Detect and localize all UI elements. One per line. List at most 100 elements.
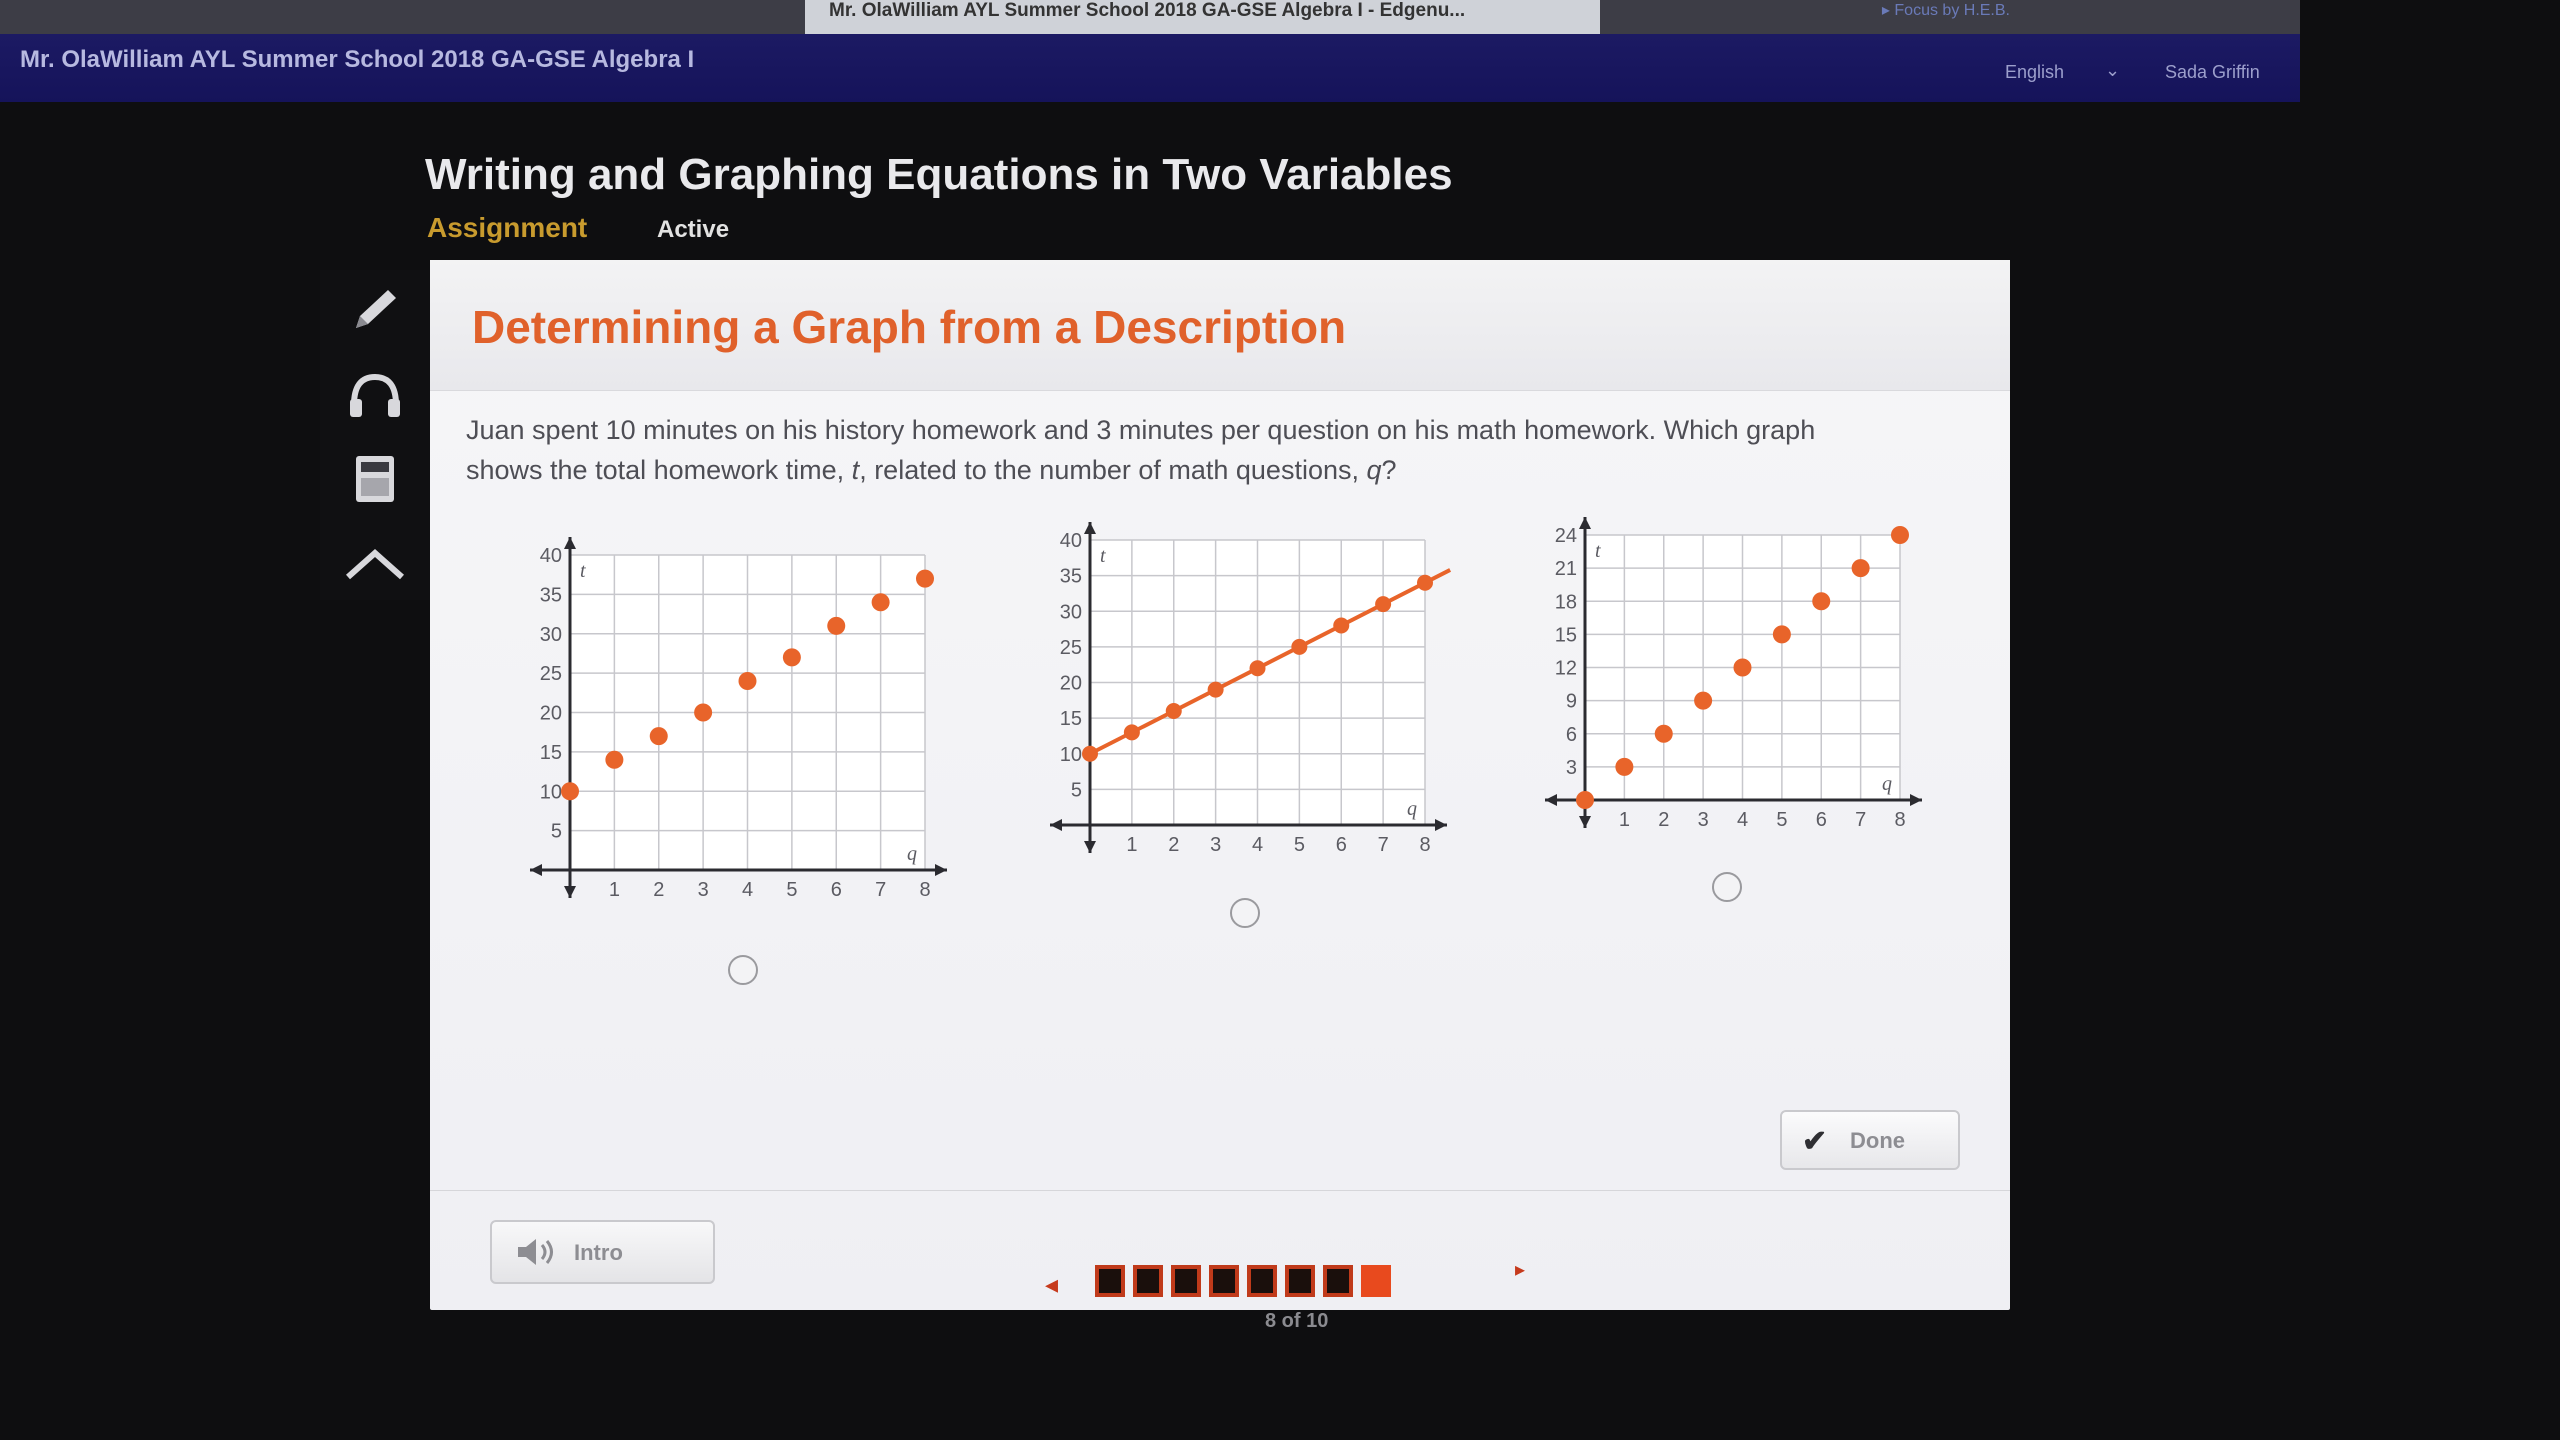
- data-point: [561, 782, 579, 801]
- x-tick-label: 1: [1619, 809, 1630, 831]
- collapse-icon[interactable]: [342, 535, 408, 595]
- status-label: Active: [657, 216, 730, 243]
- x-axis-label: q: [1407, 798, 1417, 820]
- y-tick-label: 40: [1060, 530, 1082, 552]
- pencil-icon[interactable]: [342, 280, 408, 340]
- y-axis-arrow: [1579, 517, 1591, 529]
- chevron-down-icon[interactable]: ⌄: [2105, 60, 2121, 80]
- data-point: [605, 750, 624, 769]
- pager-square[interactable]: [1323, 1265, 1353, 1297]
- data-point: [1249, 660, 1266, 677]
- variable-t: t: [851, 455, 860, 485]
- pager-square[interactable]: [1171, 1265, 1201, 1297]
- data-point: [1772, 625, 1791, 644]
- pager-square[interactable]: [1285, 1265, 1315, 1297]
- browser-tab[interactable]: Mr. OlaWilliam AYL Summer School 2018 GA…: [805, 0, 1600, 34]
- y-tick-label: 35: [1060, 566, 1082, 588]
- y-tick-label: 30: [540, 624, 562, 646]
- y-tick-label: 40: [540, 545, 562, 567]
- x-tick-label: 1: [609, 879, 620, 901]
- x-axis-arrow: [1050, 819, 1062, 831]
- x-tick-label: 3: [1698, 809, 1709, 831]
- user-name[interactable]: Sada Griffin: [2165, 62, 2260, 82]
- data-point: [1123, 724, 1140, 741]
- x-tick-label: 5: [786, 879, 797, 901]
- x-tick-label: 3: [698, 879, 709, 901]
- checkmark-icon: ✔: [1802, 1125, 1828, 1158]
- x-tick-label: 7: [1378, 834, 1389, 856]
- y-axis-arrow: [1579, 816, 1591, 828]
- headphones-icon[interactable]: [342, 365, 408, 425]
- x-axis-arrow: [935, 864, 947, 876]
- pager-square[interactable]: [1133, 1265, 1163, 1297]
- y-tick-label: 18: [1555, 591, 1577, 613]
- data-point: [1654, 724, 1673, 743]
- y-axis-arrow: [564, 537, 576, 549]
- question-text: Juan spent 10 minutes on his history hom…: [466, 410, 1946, 490]
- language-select[interactable]: English: [2005, 62, 2065, 82]
- activity-title: Determining a Graph from a Description: [472, 301, 1347, 353]
- pager-square[interactable]: [1361, 1265, 1391, 1297]
- next-arrow-icon[interactable]: ▸: [1515, 1259, 1526, 1281]
- y-axis-label: t: [1595, 540, 1601, 562]
- previous-arrow-icon[interactable]: ◂: [1045, 1269, 1059, 1299]
- graph-option-2: 1 2 3 4 5 6 7 8 5 10 15 20 25 30 35 40 q t: [1050, 522, 1452, 856]
- y-tick-label: 15: [1060, 708, 1082, 730]
- card-divider: [430, 1190, 2010, 1191]
- intro-button[interactable]: Intro: [490, 1220, 715, 1284]
- y-tick-label: 6: [1566, 724, 1577, 746]
- y-tick-label: 3: [1566, 757, 1577, 779]
- answer-radio-3[interactable]: [1712, 872, 1742, 902]
- assignment-label: Assignment: [427, 212, 588, 243]
- x-axis-arrow: [1910, 794, 1922, 806]
- variable-q: q: [1366, 455, 1382, 485]
- browser-tab-title: Mr. OlaWilliam AYL Summer School 2018 GA…: [829, 0, 1466, 21]
- data-point: [1615, 757, 1634, 776]
- pager-square[interactable]: [1247, 1265, 1277, 1297]
- app-header: Mr. OlaWilliam AYL Summer School 2018 GA…: [0, 34, 2300, 102]
- answer-radio-2[interactable]: [1230, 898, 1260, 928]
- activity-pager: ◂ ▸: [1045, 1255, 1525, 1315]
- y-tick-label: 24: [1555, 525, 1577, 547]
- y-axis-arrow: [564, 886, 576, 898]
- y-tick-label: 10: [540, 781, 562, 803]
- x-tick-label: 5: [1776, 809, 1787, 831]
- pager-square[interactable]: [1095, 1265, 1125, 1297]
- course-title[interactable]: Mr. OlaWilliam AYL Summer School 2018 GA…: [20, 46, 695, 73]
- y-tick-label: 21: [1555, 558, 1577, 580]
- y-tick-label: 10: [1060, 744, 1082, 766]
- y-axis-label: t: [580, 560, 586, 582]
- x-tick-label: 4: [742, 879, 753, 901]
- x-tick-label: 2: [1168, 834, 1179, 856]
- data-point: [1333, 617, 1350, 634]
- x-tick-label: 4: [1252, 834, 1263, 856]
- calculator-icon[interactable]: [342, 450, 408, 510]
- y-tick-label: 15: [1555, 624, 1577, 646]
- question-line-2: shows the total homework time, t, relate…: [466, 450, 1946, 490]
- data-point: [782, 648, 801, 667]
- question-fragment: ?: [1381, 455, 1397, 485]
- pager-square[interactable]: [1209, 1265, 1239, 1297]
- lesson-title: Writing and Graphing Equations in Two Va…: [425, 150, 1453, 199]
- answer-radio-1[interactable]: [728, 955, 758, 985]
- y-tick-label: 30: [1060, 601, 1082, 623]
- question-line-1: Juan spent 10 minutes on his history hom…: [466, 415, 1816, 445]
- y-tick-label: 9: [1566, 691, 1577, 713]
- x-tick-label: 6: [1336, 834, 1347, 856]
- x-axis-arrow: [1435, 819, 1447, 831]
- done-label: Done: [1850, 1128, 1905, 1153]
- page-counter: 8 of 10: [1265, 1310, 1329, 1332]
- x-tick-label: 2: [653, 879, 664, 901]
- y-axis-label: t: [1100, 545, 1106, 567]
- x-axis-label: q: [907, 843, 917, 865]
- data-point: [1891, 526, 1909, 544]
- y-tick-label: 5: [1071, 779, 1082, 801]
- x-tick-label: 6: [831, 879, 842, 901]
- browser-extension-text[interactable]: ▸ Focus by H.E.B.: [1881, 2, 2010, 19]
- data-point: [916, 569, 934, 588]
- data-point: [738, 672, 757, 690]
- done-button[interactable]: ✔ Done: [1780, 1110, 1960, 1170]
- y-axis-arrow: [1084, 522, 1096, 534]
- data-point: [1851, 559, 1870, 578]
